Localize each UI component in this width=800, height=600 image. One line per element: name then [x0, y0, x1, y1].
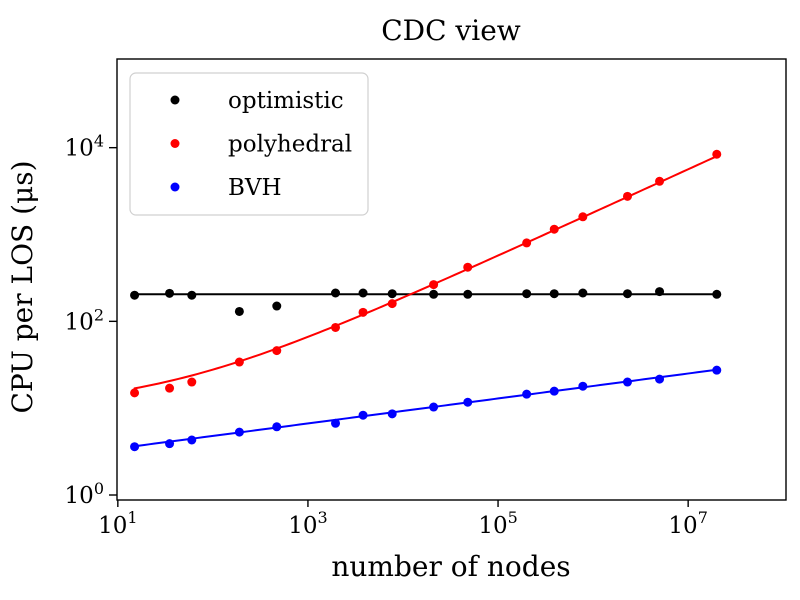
data-point-BVH — [463, 397, 473, 407]
data-point-polyhedral — [272, 346, 282, 356]
legend: optimistic polyhedral BVH — [129, 72, 369, 216]
legend-box — [129, 72, 369, 216]
data-point-polyhedral — [522, 238, 532, 248]
x-tick-label: 105 — [478, 508, 517, 539]
legend-item-optimistic: optimistic — [228, 88, 344, 114]
legend-marker-BVH — [170, 182, 180, 192]
data-point-optimistic — [712, 289, 722, 299]
data-point-polyhedral — [358, 307, 368, 317]
data-point-BVH — [358, 410, 368, 420]
data-point-optimistic — [622, 289, 632, 299]
x-axis-label: number of nodes — [331, 550, 570, 583]
data-point-polyhedral — [549, 224, 559, 234]
y-tick-label: 104 — [65, 132, 104, 162]
data-point-optimistic — [549, 289, 559, 299]
data-point-polyhedral — [130, 388, 140, 398]
data-point-BVH — [130, 442, 140, 452]
data-point-optimistic — [165, 288, 175, 298]
fit-line-polyhedral — [133, 155, 718, 390]
data-point-BVH — [165, 439, 175, 449]
legend-marker-polyhedral — [170, 139, 180, 148]
data-point-BVH — [331, 418, 341, 428]
x-tick-label: 101 — [98, 508, 137, 539]
fit-line-BVH — [133, 368, 718, 448]
data-point-polyhedral — [429, 280, 439, 290]
data-point-optimistic — [187, 290, 197, 300]
x-tick-label: 103 — [288, 508, 327, 539]
data-point-polyhedral — [655, 176, 665, 186]
y-tick-label: 100 — [65, 479, 104, 509]
y-axis-label: CPU per LOS (μs) — [6, 160, 39, 413]
data-point-polyhedral — [187, 377, 197, 387]
data-point-BVH — [234, 427, 244, 437]
data-point-polyhedral — [622, 191, 632, 201]
axes-layer: 101 103 105 107 100 102 104 — [65, 58, 787, 539]
data-point-BVH — [387, 409, 397, 419]
data-point-optimistic — [272, 301, 282, 311]
legend-item-polyhedral: polyhedral — [228, 132, 352, 158]
data-point-optimistic — [234, 306, 244, 316]
data-point-BVH — [549, 386, 559, 396]
data-point-BVH — [522, 389, 532, 399]
data-point-polyhedral — [463, 262, 473, 272]
data-point-optimistic — [578, 288, 588, 298]
data-point-optimistic — [387, 289, 397, 299]
data-point-optimistic — [331, 288, 341, 298]
data-point-BVH — [622, 377, 632, 387]
y-tick-label: 102 — [65, 305, 104, 335]
data-point-polyhedral — [712, 149, 722, 159]
series-layer — [130, 149, 722, 452]
data-point-polyhedral — [234, 357, 244, 367]
data-point-BVH — [187, 435, 197, 445]
data-point-optimistic — [130, 290, 140, 300]
data-point-polyhedral — [578, 212, 588, 222]
data-point-BVH — [578, 381, 588, 391]
data-point-polyhedral — [387, 299, 397, 309]
data-point-BVH — [272, 422, 282, 432]
data-point-BVH — [655, 374, 665, 384]
data-point-optimistic — [463, 289, 473, 299]
data-point-optimistic — [358, 288, 368, 298]
legend-item-BVH: BVH — [228, 175, 282, 201]
x-tick-label: 107 — [668, 508, 707, 539]
data-point-BVH — [712, 365, 722, 375]
plot-border — [116, 58, 787, 501]
data-point-optimistic — [522, 289, 532, 299]
chart-title: CDC view — [381, 14, 521, 47]
data-point-polyhedral — [331, 322, 341, 332]
data-point-optimistic — [655, 287, 665, 297]
data-point-optimistic — [429, 289, 439, 299]
data-point-polyhedral — [165, 383, 175, 393]
legend-marker-optimistic — [170, 95, 180, 105]
data-point-BVH — [429, 402, 439, 412]
